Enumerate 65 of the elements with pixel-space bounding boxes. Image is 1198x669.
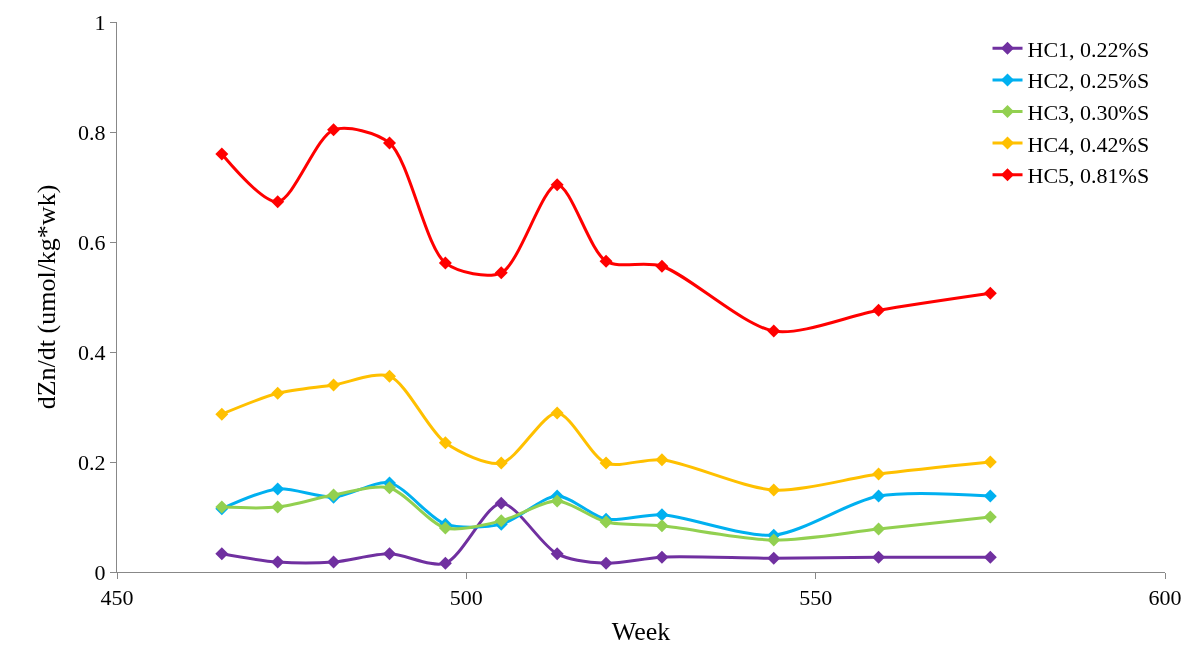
legend-label: HC5, 0.81%S <box>1027 163 1150 189</box>
point <box>327 555 341 569</box>
point <box>872 303 886 317</box>
y-tick-label: 0.2 <box>78 449 106 475</box>
point <box>767 551 781 565</box>
point <box>494 456 508 470</box>
point <box>983 455 997 469</box>
point <box>550 494 564 508</box>
point <box>550 406 564 420</box>
point <box>872 550 886 564</box>
point <box>327 123 341 137</box>
legend-label: HC3, 0.30%S <box>1027 100 1150 126</box>
point <box>872 489 886 503</box>
point <box>382 481 396 495</box>
point <box>438 436 452 450</box>
point <box>983 489 997 503</box>
point <box>494 266 508 280</box>
point <box>438 521 452 535</box>
y-axis-title: dZn/dt (umol/kg*wk) <box>32 184 62 410</box>
point <box>550 178 564 192</box>
point <box>438 256 452 270</box>
x-tick-label: 450 <box>100 585 134 611</box>
y-tick-label: 0.4 <box>78 339 106 365</box>
point <box>655 259 669 273</box>
x-tick-label: 500 <box>449 585 483 611</box>
point <box>271 195 285 209</box>
point <box>215 407 229 421</box>
point <box>655 519 669 533</box>
point <box>550 547 564 561</box>
point <box>872 467 886 481</box>
point <box>655 508 669 522</box>
point <box>271 482 285 496</box>
point <box>271 386 285 400</box>
y-tick-label: 0.6 <box>78 229 106 255</box>
point <box>494 496 508 510</box>
x-tick-label: 550 <box>799 585 833 611</box>
point <box>599 254 613 268</box>
point <box>215 147 229 161</box>
point <box>872 522 886 536</box>
point <box>382 547 396 561</box>
y-tick-label: 0 <box>94 559 106 585</box>
point <box>382 369 396 383</box>
legend-label: HC2, 0.25%S <box>1027 68 1150 94</box>
point <box>438 556 452 570</box>
point <box>983 550 997 564</box>
point <box>599 556 613 570</box>
point <box>983 510 997 524</box>
point <box>271 500 285 514</box>
x-axis-title: Week <box>611 617 671 647</box>
point <box>327 378 341 392</box>
point <box>382 136 396 150</box>
point <box>655 453 669 467</box>
point <box>983 286 997 300</box>
point <box>767 533 781 547</box>
legend-label: HC1, 0.22%S <box>1027 36 1150 62</box>
point <box>767 483 781 497</box>
point <box>215 547 229 561</box>
y-tick-label: 1 <box>94 9 106 35</box>
legend-label: HC4, 0.42%S <box>1027 131 1150 157</box>
point <box>767 324 781 338</box>
point <box>655 550 669 564</box>
point <box>271 555 285 569</box>
x-tick-label: 600 <box>1148 585 1182 611</box>
point <box>599 456 613 470</box>
y-tick-label: 0.8 <box>78 119 106 145</box>
